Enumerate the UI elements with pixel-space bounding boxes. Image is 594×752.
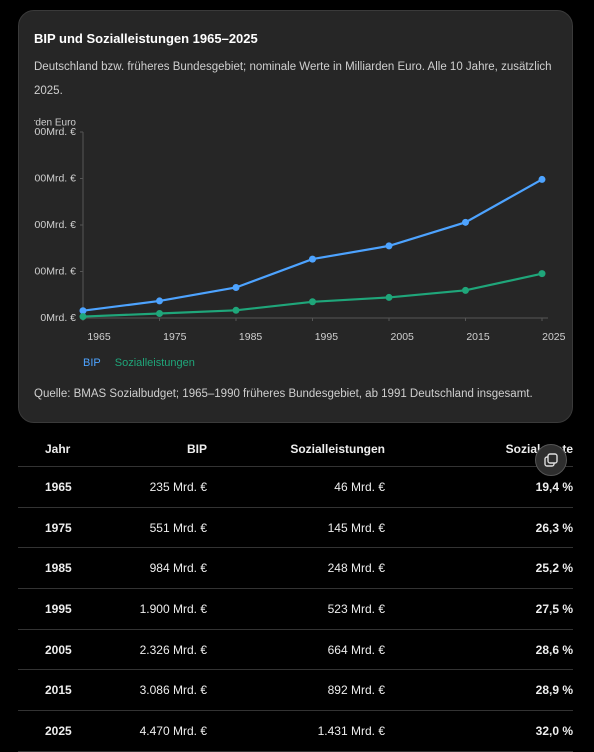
table-cell: 32,0 % (535, 723, 573, 738)
table-cell: 46 Mrd. € (334, 479, 385, 494)
table-row: 1975 551 Mrd. € 145 Mrd. € 26,3 % (18, 508, 573, 549)
table-cell: 4.470 Mrd. € (139, 723, 207, 738)
chart-title: BIP und Sozialleistungen 1965–2025 (34, 31, 258, 46)
table-cell: 28,6 % (535, 642, 573, 657)
table-cell: 25,2 % (535, 561, 573, 576)
table-cell: 664 Mrd. € (327, 642, 385, 657)
y-tick-label: 6.000Mrd. € (20, 126, 76, 138)
table-header: JahrBIPSozialleistungenSozialquote (18, 432, 573, 467)
x-tick-label: 1975 (163, 331, 187, 343)
table-cell: 2025 (45, 723, 72, 738)
y-tick-label: 0Mrd. € (40, 312, 76, 324)
x-tick-label: 1985 (239, 331, 263, 343)
table-row: 2025 4.470 Mrd. € 1.431 Mrd. € 32,0 % (18, 711, 573, 752)
table-cell: 2.326 Mrd. € (139, 642, 207, 657)
table-cell: 3.086 Mrd. € (139, 683, 207, 698)
table-cell: 1995 (45, 601, 72, 616)
data-point (385, 293, 393, 301)
header-cell: Sozialleistungen (290, 442, 385, 456)
series-line (82, 272, 543, 318)
data-point (309, 298, 316, 306)
x-tick-label: 1965 (87, 331, 111, 343)
y-tick-label: 1.500Mrd. € (20, 265, 76, 277)
table-cell: 1975 (45, 520, 72, 535)
table-cell: 145 Mrd. € (327, 520, 385, 535)
x-tick-label: 1995 (315, 331, 339, 343)
table-cell: 892 Mrd. € (327, 683, 385, 698)
x-tick-label: 2005 (391, 331, 415, 343)
table-cell: 1985 (45, 561, 72, 576)
data-table: JahrBIPSozialleistungenSozialquote196523… (18, 432, 573, 752)
table-cell: 27,5 % (535, 601, 573, 616)
table-cell: 19,4 % (535, 479, 573, 494)
table-cell: 1965 (45, 479, 72, 494)
x-tick-label: 2015 (466, 331, 490, 343)
y-tick-label: 3.000Mrd. € (20, 219, 76, 231)
chart: Milliarden Euro 0Mrd. € 1.500Mrd. € 3.000Mr… (19, 118, 566, 369)
table-cell: 523 Mrd. € (327, 601, 385, 616)
legend-entry: Sozialleistungen (115, 357, 195, 369)
table-cell: 1.431 Mrd. € (317, 723, 385, 738)
chart-card: BIP und Sozialleistungen 1965–2025 Deuts… (18, 10, 573, 423)
table-cell: 248 Mrd. € (327, 561, 385, 576)
y-axis-label: Milliarden Euro (19, 118, 76, 129)
source-note: Quelle: BMAS Sozialbudget; 1965–1990 frü… (34, 388, 533, 400)
data-point (79, 313, 87, 321)
y-tick-label: 4.500Mrd. € (20, 172, 76, 184)
data-point (462, 218, 469, 226)
table-cell: 2015 (45, 683, 72, 698)
plot: Milliarden Euro 0Mrd. € 1.500Mrd. € 3.000Mr… (19, 118, 566, 369)
data-point (79, 307, 87, 315)
series-line (82, 178, 543, 312)
data-point (462, 286, 469, 294)
copy-icon (544, 453, 558, 467)
table-cell: 28,9 % (535, 683, 573, 698)
data-point (309, 255, 316, 263)
data-point (538, 175, 546, 183)
table-row: 1985 984 Mrd. € 248 Mrd. € 25,2 % (18, 548, 573, 590)
legend-entry: BIP (83, 357, 101, 369)
data-point (232, 306, 240, 314)
table-row: 2005 2.326 Mrd. € 664 Mrd. € 28,6 % (18, 630, 573, 671)
table-row: 2015 3.086 Mrd. € 892 Mrd. € 28,9 % (18, 670, 573, 712)
table-row: 1965 235 Mrd. € 46 Mrd. € 19,4 % (18, 467, 573, 508)
data-point (232, 283, 240, 291)
table-cell: 26,3 % (535, 520, 573, 535)
header-cell: BIP (186, 442, 207, 456)
table-cell: 551 Mrd. € (149, 520, 207, 535)
table-cell: 1.900 Mrd. € (139, 601, 207, 616)
header-cell: Jahr (45, 442, 71, 456)
data-point (538, 270, 546, 278)
copy-button[interactable] (535, 444, 567, 476)
table-cell: 984 Mrd. € (149, 561, 207, 576)
chart-subtitle: Deutschland bzw. früheres Bundesgebiet; … (34, 61, 552, 97)
data-point (385, 242, 393, 250)
table-cell: 235 Mrd. € (149, 479, 207, 494)
x-tick-label: 2025 (542, 331, 566, 343)
table-row: 1995 1.900 Mrd. € 523 Mrd. € 27,5 % (18, 589, 573, 630)
table-cell: 2005 (45, 642, 72, 657)
data-point (156, 297, 163, 305)
data-point (156, 310, 163, 318)
